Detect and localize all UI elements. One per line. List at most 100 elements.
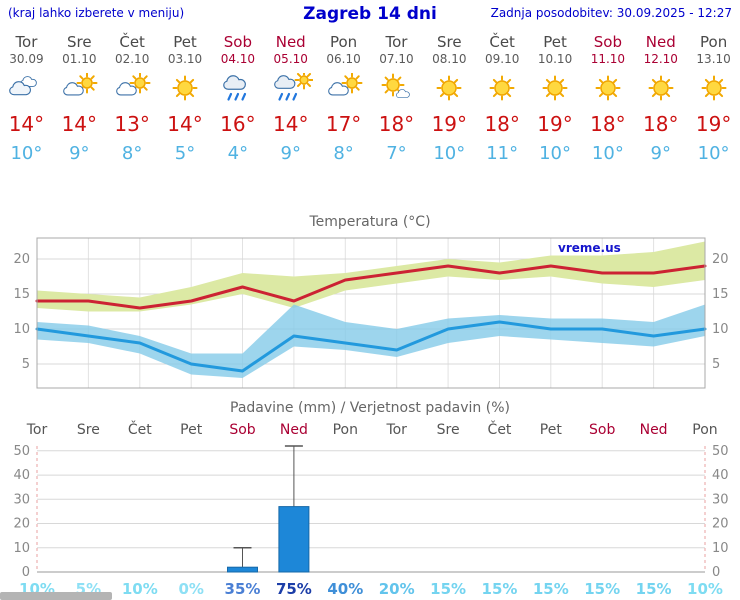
svg-text:15%: 15% xyxy=(430,580,466,598)
precip-grid xyxy=(36,446,706,573)
min-temp-line xyxy=(35,320,707,373)
svg-text:0%: 0% xyxy=(178,580,203,598)
day-name: Pon xyxy=(700,33,728,51)
low-temp: 10° xyxy=(697,143,730,164)
svg-text:10: 10 xyxy=(712,322,729,337)
day-date: 04.10 xyxy=(220,52,256,66)
day-column[interactable]: Sre 01.10 14° 9° xyxy=(53,30,106,172)
svg-text:15%: 15% xyxy=(584,580,620,598)
svg-text:Sob: Sob xyxy=(589,422,615,438)
low-temp: 8° xyxy=(121,143,143,164)
day-date: 09.10 xyxy=(484,52,520,66)
weather-icon-sunny xyxy=(159,73,212,105)
day-date: 30.09 xyxy=(9,52,44,66)
day-date: 08.10 xyxy=(432,52,467,66)
weather-icon-sunny xyxy=(687,73,740,105)
svg-text:50: 50 xyxy=(712,444,729,459)
day-date: 10.10 xyxy=(537,52,573,66)
low-temp: 9° xyxy=(650,143,671,164)
svg-text:Čet: Čet xyxy=(488,420,512,438)
svg-text:15%: 15% xyxy=(533,580,569,598)
svg-text:Sob: Sob xyxy=(229,422,255,438)
weather-icon-mostly-sunny xyxy=(370,73,423,105)
svg-text:40: 40 xyxy=(13,468,30,483)
precip-day-labels: Tor Sre Čet Pet Sob Ned Pon Tor Sre Čet Pet Sob Ned P… xyxy=(26,420,718,438)
svg-text:10: 10 xyxy=(712,541,729,556)
svg-text:20: 20 xyxy=(712,517,729,532)
svg-text:40%: 40% xyxy=(327,580,363,598)
precip-prob-labels: 10% 5% 10% 0% 35% 75% 40% 20% 15% 15% 15% 15% 15% 10% xyxy=(19,580,723,598)
day-date: 07.10 xyxy=(379,52,414,66)
svg-text:10%: 10% xyxy=(687,580,723,598)
low-temp: 10° xyxy=(433,143,466,164)
low-temp: 11° xyxy=(486,143,519,164)
precip-axis-labels: 0 0 10 10 20 20 30 30 40 40 50 50 xyxy=(13,444,728,580)
max-temp-line xyxy=(35,264,707,310)
day-column[interactable]: Pon 06.10 17° 8° xyxy=(317,30,370,172)
svg-text:15%: 15% xyxy=(636,580,672,598)
day-column[interactable]: Ned 05.10 14° 9° xyxy=(264,30,317,172)
svg-text:Tor: Tor xyxy=(26,422,48,438)
day-column[interactable]: Pet 10.10 19° 10° xyxy=(529,30,582,172)
day-name: Ned xyxy=(275,33,306,51)
day-name: Čet xyxy=(489,33,515,51)
high-temp: 14° xyxy=(167,112,203,136)
temp-chart-title: Temperatura (°C) xyxy=(308,214,430,230)
svg-text:Pet: Pet xyxy=(540,422,563,438)
day-date: 11.10 xyxy=(590,52,626,66)
forecast-strip: Tor 30.09 14° 10° Sre 01.10 14° 9° Čet 02.10 13° 8°… xyxy=(0,30,740,172)
day-column[interactable]: Sre 08.10 19° 10° xyxy=(423,30,476,172)
svg-text:Pet: Pet xyxy=(180,422,203,438)
weather-icon-sunny xyxy=(581,73,634,105)
weather-icon-partly-cloudy xyxy=(317,73,370,105)
temp-bands xyxy=(37,241,705,378)
svg-text:0: 0 xyxy=(22,565,30,580)
svg-text:Čet: Čet xyxy=(128,420,152,438)
svg-text:0: 0 xyxy=(712,565,720,580)
day-name: Sre xyxy=(437,33,462,51)
weather-icon-rain-sun xyxy=(264,73,317,105)
svg-text:Sre: Sre xyxy=(437,422,460,438)
high-temp: 18° xyxy=(484,112,520,136)
low-temp: 10° xyxy=(539,143,571,164)
weather-icon-partly-cloudy xyxy=(106,73,159,105)
high-temp: 14° xyxy=(61,112,98,136)
precip-chart-title: Padavine (mm) / Verjetnost padavin (%) xyxy=(230,400,510,416)
svg-text:10: 10 xyxy=(13,322,30,337)
low-temp: 10° xyxy=(591,143,624,164)
temp-plot-frame xyxy=(36,237,706,389)
precip-bar xyxy=(278,506,310,573)
day-name: Pet xyxy=(173,33,197,51)
bottom-strip xyxy=(0,592,112,600)
day-column[interactable]: Pon 13.10 19° 10° xyxy=(687,30,740,172)
high-temp: 17° xyxy=(325,112,362,136)
svg-text:30: 30 xyxy=(13,492,30,507)
high-temp: 19° xyxy=(537,112,573,136)
day-date: 06.10 xyxy=(326,52,361,66)
low-temp: 7° xyxy=(386,143,407,164)
svg-text:15: 15 xyxy=(712,287,729,302)
day-name: Tor xyxy=(385,33,408,51)
low-temp: 9° xyxy=(280,143,301,164)
svg-text:5: 5 xyxy=(22,357,30,372)
temp-axis-labels: 5 5 10 10 15 15 20 20 xyxy=(13,252,728,372)
day-column[interactable]: Tor 30.09 14° 10° xyxy=(0,30,53,172)
day-column[interactable]: Pet 03.10 14° 5° xyxy=(159,30,212,172)
day-column[interactable]: Sob 04.10 16° 4° xyxy=(211,30,264,172)
low-temp: 8° xyxy=(333,143,354,164)
day-name: Sob xyxy=(223,33,252,51)
svg-text:Pon: Pon xyxy=(692,422,717,438)
high-temp: 18° xyxy=(590,112,626,136)
high-temp: 18° xyxy=(643,112,679,136)
day-column[interactable]: Čet 09.10 18° 11° xyxy=(476,30,529,172)
day-column[interactable]: Sob 11.10 18° 10° xyxy=(581,30,634,172)
day-date: 01.10 xyxy=(62,52,97,66)
day-name: Pet xyxy=(543,33,567,51)
day-name: Čet xyxy=(119,33,145,51)
menu-hint[interactable]: (kraj lahko izberete v meniju) xyxy=(8,6,185,20)
day-column[interactable]: Ned 12.10 18° 9° xyxy=(634,30,687,172)
day-column[interactable]: Čet 02.10 13° 8° xyxy=(106,30,159,172)
svg-text:Ned: Ned xyxy=(280,422,308,438)
day-column[interactable]: Tor 07.10 18° 7° xyxy=(370,30,423,172)
